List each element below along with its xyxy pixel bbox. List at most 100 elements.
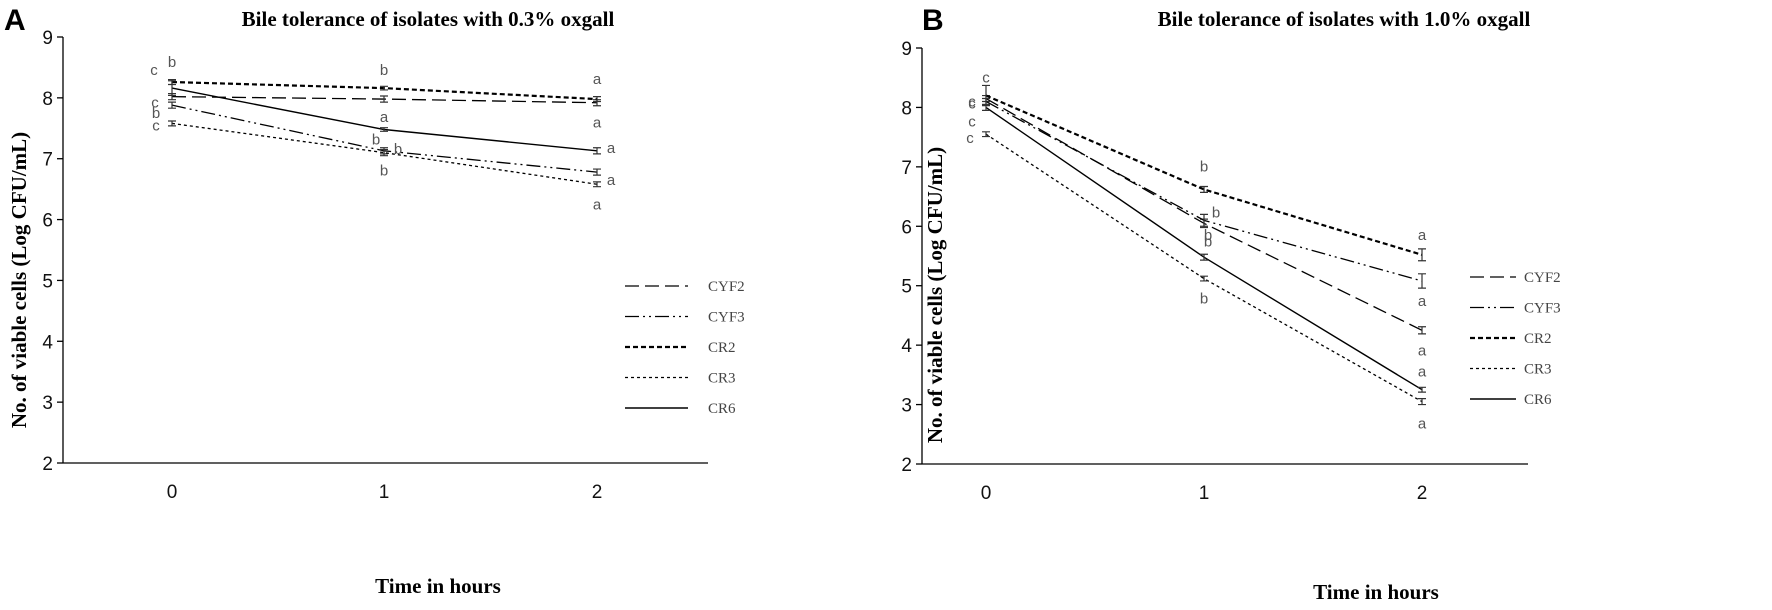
- panel-b-error-bar-cyf3: [1200, 213, 1208, 227]
- panel-b-y-tick-label: 6: [901, 217, 912, 238]
- panel-b-sig-letter-cr3: c: [966, 130, 974, 147]
- panel-a-error-bar-cr2: [593, 96, 601, 103]
- panel-b-y-tick-label: 4: [901, 336, 912, 357]
- panel-a-error-bar-cyf3: [593, 168, 601, 176]
- panel-a-error-bar-cr6: [593, 147, 601, 155]
- panel-a-sig-letter-cr6: a: [607, 140, 616, 157]
- panel-a-y-tick-label: 6: [42, 211, 53, 232]
- panel-b-error-bar-cr3: [1418, 398, 1426, 406]
- panel-a-y-tick-label: 2: [42, 454, 53, 475]
- panel-b-error-bar-cyf2: [1418, 326, 1426, 335]
- panel-a-error-bar-cr3: [380, 148, 388, 157]
- panel-a-sig-letter-cr6: c: [150, 62, 158, 79]
- panel-b-error-bar-cr2: [1200, 185, 1208, 194]
- panel-a-error-bar-cr2: [380, 85, 388, 91]
- panel-b-x-axis-title: Time in hours: [1313, 580, 1439, 604]
- panel-a-sig-letter-cr2: b: [168, 54, 176, 71]
- panel-a-sig-letter-cr2: a: [593, 71, 602, 88]
- panel-a-error-bar-cyf3: [168, 101, 176, 109]
- panel-b-error-bar-cr3: [1200, 275, 1208, 282]
- panel-b-sig-letter-cr6: c: [968, 113, 976, 130]
- panel-b-error-bar-cr2: [1418, 248, 1426, 262]
- panel-a-sig-letter-cr3: a: [593, 196, 602, 213]
- panel-a-legend-label-cr2: CR2: [708, 340, 736, 356]
- panel-b-error-bar-cr6: [982, 103, 990, 111]
- panel-a-error-bar-cr6: [168, 80, 176, 97]
- panel-b-y-tick-label: 9: [901, 39, 912, 60]
- panel-b-x-tick-label: 0: [981, 483, 992, 504]
- panel-a-error-bar-cr3: [593, 181, 601, 188]
- panel-a-sig-letter-cyf2: a: [593, 115, 602, 132]
- panel-a-sig-letter-cr3: c: [152, 117, 160, 134]
- panel-a-sig-letter-cr2: b: [380, 62, 388, 79]
- panel-b-error-bar-cr6: [1418, 386, 1426, 393]
- panel-b-letter: B: [922, 4, 944, 37]
- panel-a-legend-label-cyf3: CYF3: [708, 310, 745, 326]
- panel-b-sig-letter-cyf3: b: [1212, 204, 1220, 221]
- panel-b-legend-label-cr2: CR2: [1524, 331, 1552, 347]
- panel-a-y-tick-label: 5: [42, 271, 53, 292]
- panel-b-y-tick-label: 8: [901, 98, 912, 119]
- panel-a-sig-letter-cyf2: a: [380, 109, 389, 126]
- panel-a-sig-letter-cr6: b: [372, 132, 380, 149]
- panel-a-sig-letter-cyf3: b: [394, 141, 402, 158]
- panel-a-legend-label-cr3: CR3: [708, 371, 736, 387]
- panel-a-chart: A Bile tolerance of isolates with 0.3% o…: [4, 4, 745, 598]
- panel-b-error-bar-cr3: [982, 131, 990, 138]
- panel-b-sig-letter-cyf2: a: [1418, 342, 1427, 359]
- panel-b-legend-label-cyf2: CYF2: [1524, 270, 1561, 286]
- panel-b-legend-label-cr3: CR3: [1524, 362, 1552, 378]
- panel-b-y-tick-label: 3: [901, 396, 912, 417]
- panel-b-y-tick-label: 7: [901, 158, 912, 179]
- panel-b-title: Bile tolerance of isolates with 1.0% oxg…: [1158, 7, 1531, 31]
- panel-a-error-bar-cyf2: [380, 95, 388, 103]
- panel-b-sig-letter-cyf3: a: [1418, 293, 1427, 310]
- panel-a-x-tick-label: 2: [592, 482, 603, 503]
- panel-a-x-tick-label: 0: [167, 482, 178, 503]
- panel-b-series-line-cr3: [985, 133, 1423, 403]
- panel-a-letter: A: [4, 4, 26, 37]
- panel-a-y-tick-label: 8: [42, 89, 53, 110]
- panel-a-legend: CYF2 CYF3 CR2 CR3 CR6: [625, 279, 745, 417]
- panel-a-y-axis-title: No. of viable cells (Log CFU/mL): [7, 132, 31, 428]
- panel-b-sig-letter-cr3: a: [1418, 416, 1427, 433]
- panel-b-error-bar-cr6: [1200, 253, 1208, 261]
- panel-b-legend-label-cr6: CR6: [1524, 392, 1552, 408]
- panel-b-sig-letter-cr3: b: [1200, 291, 1208, 308]
- panel-b-sig-letter-cr2: c: [982, 70, 990, 87]
- panel-a-title: Bile tolerance of isolates with 0.3% oxg…: [242, 7, 615, 31]
- panel-a-y-tick-label: 4: [42, 332, 53, 353]
- panel-b-chart: B Bile tolerance of isolates with 1.0% o…: [901, 4, 1560, 604]
- panel-a-sig-letter-cyf2: c: [151, 95, 159, 112]
- panel-b-y-tick-label: 2: [901, 455, 912, 476]
- panel-a-sig-letter-cr3: b: [380, 163, 388, 180]
- panel-b-sig-letter-cr6: a: [1418, 364, 1427, 381]
- panel-a-y-tick-label: 9: [42, 28, 53, 49]
- panel-a-legend-label-cyf2: CYF2: [708, 279, 745, 295]
- panel-b-sig-letter-cyf2: c: [968, 96, 976, 113]
- panel-b-x-tick-label: 2: [1417, 483, 1428, 504]
- panel-b-sig-letter-cyf2: b: [1204, 233, 1212, 250]
- panel-b-sig-letter-cr2: b: [1200, 158, 1208, 175]
- panel-a-y-tick-label: 7: [42, 150, 53, 171]
- panel-a-sig-letter-cyf3: a: [607, 172, 616, 189]
- panel-a-y-tick-label: 3: [42, 393, 53, 414]
- panel-a-sig-letter-cyf3: b: [152, 105, 160, 122]
- panel-b-x-tick-label: 1: [1199, 483, 1210, 504]
- panel-a-x-tick-label: 1: [379, 482, 390, 503]
- panel-b-legend: CYF2 CYF3 CR2 CR3 CR6: [1470, 270, 1561, 408]
- panel-b-sig-letter-cr6: b: [1204, 227, 1212, 244]
- panel-b-error-bar-cyf3: [1418, 273, 1426, 289]
- panel-b-sig-letter-cr2: a: [1418, 227, 1427, 244]
- panel-b-sig-letter-cyf3: c: [968, 93, 976, 110]
- panel-a-x-axis-title: Time in hours: [375, 574, 501, 598]
- panel-a-error-bar-cr3: [168, 120, 176, 127]
- panel-b-legend-label-cyf3: CYF3: [1524, 301, 1561, 317]
- panel-b-y-axis-title: No. of viable cells (Log CFU/mL): [923, 147, 947, 443]
- panel-a-legend-label-cr6: CR6: [708, 401, 736, 417]
- panel-a-error-bar-cr6: [380, 127, 388, 132]
- panel-b-y-tick-label: 5: [901, 277, 912, 298]
